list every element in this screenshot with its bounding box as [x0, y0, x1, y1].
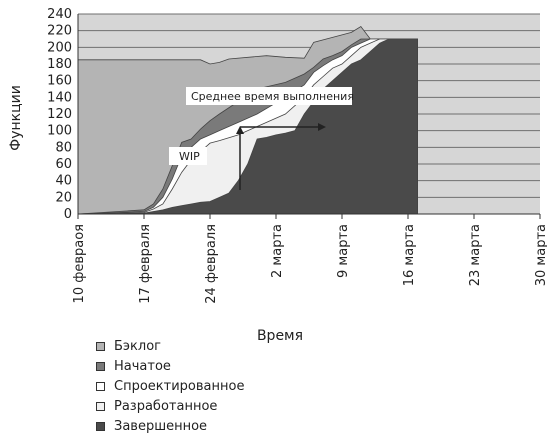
y-tick-label: 160 — [47, 74, 72, 89]
legend-label: Начатое — [114, 358, 171, 374]
legend-item-started: Начатое — [96, 356, 244, 376]
y-tick-label: 240 — [47, 7, 72, 22]
y-tick-label: 200 — [47, 40, 72, 55]
y-tick-label: 40 — [55, 174, 72, 189]
legend-label: Спроектированное — [114, 378, 245, 394]
chart-areas — [77, 25, 418, 215]
x-tick-label: 24 февраля — [204, 224, 219, 304]
x-tick-label: 17 февраля — [138, 224, 153, 304]
x-tick-label: 16 марта — [402, 224, 417, 286]
annotations: Среднее время выполнения WIP — [169, 87, 354, 190]
wip-label: WIP — [179, 150, 200, 163]
x-axis-title: Время — [257, 328, 303, 344]
cycle-time-label-box — [186, 87, 352, 105]
area-series-4 — [77, 38, 418, 215]
legend-label: Бэклог — [114, 338, 161, 354]
y-axis-title: Функции — [8, 85, 24, 151]
y-tick-label: 220 — [47, 24, 72, 39]
legend-swatch — [96, 341, 105, 351]
y-tick-label: 20 — [55, 190, 72, 205]
x-tick-label: 30 марта — [534, 224, 547, 286]
y-tick-label: 60 — [55, 157, 72, 172]
y-tick-label: 140 — [47, 90, 72, 105]
legend-label: Разработанное — [114, 398, 218, 414]
x-tick-label: 9 марта — [336, 224, 351, 278]
wip-label-box — [169, 147, 207, 165]
y-tick-label: 0 — [64, 207, 72, 222]
legend-swatch — [96, 361, 105, 371]
legend-label: Завершенное — [114, 418, 208, 434]
cycle-time-label: Среднее время выполнения — [191, 90, 354, 103]
wip-arrow-head — [236, 126, 244, 134]
x-tick-label: 2 марта — [270, 224, 285, 278]
x-tick-label: 10 февраоя — [72, 224, 87, 303]
cycle-time-arrow-head — [318, 123, 326, 131]
y-tick-label: 80 — [55, 140, 72, 155]
legend-swatch — [96, 401, 105, 411]
legend-item-developed: Разработанное — [96, 396, 244, 416]
x-axis-ticks: 10 февраоя 17 февраля 24 февраля 2 марта 9 м… — [72, 214, 547, 304]
legend: Бэклог Начатое Спроектированное Разработ… — [96, 336, 244, 436]
legend-item-backlog: Бэклог — [96, 336, 244, 356]
y-tick-label: 120 — [47, 107, 72, 122]
x-tick-label: 23 марта — [468, 224, 483, 286]
legend-swatch — [96, 381, 105, 391]
y-tick-label: 100 — [47, 124, 72, 139]
legend-item-designed: Спроектированное — [96, 376, 244, 396]
y-tick-label: 180 — [47, 57, 72, 72]
legend-item-done: Завершенное — [96, 416, 244, 436]
legend-swatch — [96, 421, 105, 431]
